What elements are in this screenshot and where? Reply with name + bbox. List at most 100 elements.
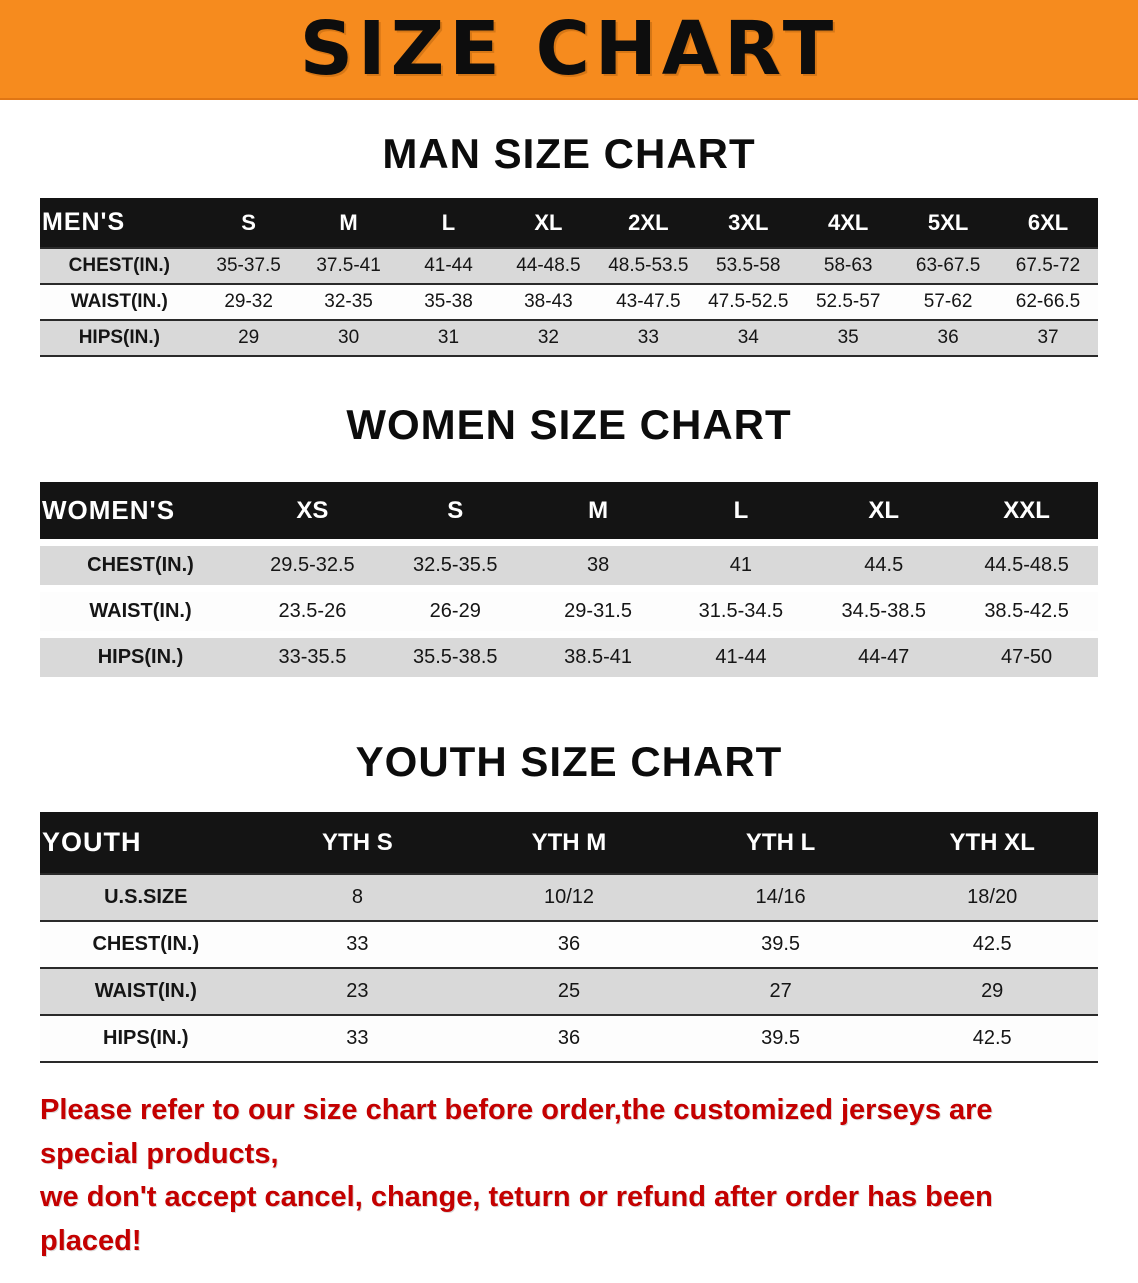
cell-value: 32.5-35.5 [413,554,498,576]
column-header: L [398,198,499,248]
cell-value: 30 [298,320,399,357]
row-label: CHEST(IN.) [40,247,199,285]
column-header: XXL [955,482,1098,539]
cell-value: 37 [998,320,1098,357]
column-header: YTH XL [886,812,1098,874]
table-row: WAIST(IN.) 23.5-26 26-29 29-31.5 31.5-34.5 34… [40,592,1098,631]
cell-value: 35 [798,320,899,357]
column-header: XL [812,482,956,539]
cell-value: 18/20 [886,873,1098,922]
cell-value: 63-67.5 [898,247,999,285]
column-header: YTH L [674,812,887,874]
size-table: MEN'S S M L XL 2XL 3XL 4XL 5XL 6XL CHEST(IN.) 35-37… [40,198,1098,357]
cell-value: 36 [463,921,675,969]
cell-value: 32-35 [298,284,399,321]
cell-value: 31 [398,320,499,357]
cell-value: 41-44 [398,247,499,285]
table-row: WAIST(IN.) 23 25 27 29 [40,968,1098,1016]
column-header: YTH M [463,812,675,874]
disclaimer-line-1: Please refer to our size chart before or… [40,1094,993,1170]
cell-value: 36 [463,1015,675,1063]
cell-value: 48.5-53.5 [598,247,699,285]
cell-value: 31.5-34.5 [698,600,784,622]
size-chart-section: YOUTH SIZE CHART YOUTH YTH S YTH M YTH L YTH … [0,738,1138,1063]
cell-value: 35-37.5 [198,247,299,285]
cell-value: 33 [598,320,699,357]
cell-value: 25 [463,968,675,1016]
size-table: WOMEN'S XS S M L XL XXL CHEST(IN.) 29.5-32.5 32.5… [40,475,1098,684]
cell-value: 43-47.5 [598,284,699,321]
table-row: CHEST(IN.) 35-37.5 37.5-41 41-44 44-48.5 48.5… [40,247,1098,285]
table-row: WAIST(IN.) 29-32 32-35 35-38 38-43 43-47.5 47.… [40,284,1098,321]
table-row: CHEST(IN.) 29.5-32.5 32.5-35.5 38 41 44.5 44.5… [40,546,1098,585]
cell-value: 23.5-26 [278,600,347,622]
table-corner-label: MEN'S [40,198,199,248]
cell-value: 23 [251,968,464,1016]
cell-value: 29 [886,968,1098,1016]
section-heading: MAN SIZE CHART [382,130,756,177]
row-label: U.S.SIZE [40,873,252,922]
cell-value: 42.5 [886,921,1098,969]
column-header: S [383,482,527,539]
cell-value: 38-43 [498,284,599,321]
table-header-row: WOMEN'S XS S M L XL XXL [40,482,1098,539]
section-heading: WOMEN SIZE CHART [346,401,792,448]
cell-value: 33-35.5 [278,646,347,668]
cell-value: 36 [898,320,999,357]
cell-value: 44.5-48.5 [984,554,1069,576]
row-label: CHEST(IN.) [87,554,194,576]
row-label: CHEST(IN.) [40,921,252,969]
cell-value: 32 [498,320,599,357]
column-header: M [526,482,670,539]
cell-value: 47.5-52.5 [698,284,799,321]
page-title: SIZE CHART [299,6,839,92]
table-row: HIPS(IN.) 29 30 31 32 33 34 35 36 37 [40,320,1098,357]
cell-value: 29-32 [198,284,299,321]
cell-value: 62-66.5 [998,284,1098,321]
size-table: YOUTH YTH S YTH M YTH L YTH XL U.S.SIZE 8 10/12… [40,812,1098,1063]
banner: SIZE CHART [0,0,1138,100]
cell-value: 53.5-58 [698,247,799,285]
disclaimer: Please refer to our size chart before or… [40,1089,1098,1263]
column-header: 6XL [998,198,1098,248]
size-chart-section: MAN SIZE CHART MEN'S S M L XL 2XL 3XL 4XL 5XL 6XL C… [0,130,1138,357]
column-header: S [198,198,299,248]
table-corner-label: YOUTH [40,812,252,874]
table-row: U.S.SIZE 8 10/12 14/16 18/20 [40,873,1098,922]
cell-value: 44.5 [864,554,904,576]
cell-value: 41-44 [715,646,767,668]
disclaimer-line-2: we don't accept cancel, change, teturn o… [40,1181,993,1257]
row-label: WAIST(IN.) [40,284,199,321]
table-header-row: YOUTH YTH S YTH M YTH L YTH XL [40,812,1098,874]
cell-value: 35.5-38.5 [413,646,498,668]
cell-value: 33 [251,1015,464,1063]
cell-value: 33 [251,921,464,969]
cell-value: 37.5-41 [298,247,399,285]
cell-value: 42.5 [886,1015,1098,1063]
table-row: HIPS(IN.) 33 36 39.5 42.5 [40,1015,1098,1063]
table-corner-label: WOMEN'S [40,482,242,539]
cell-value: 44-47 [858,646,910,668]
column-header: 4XL [798,198,899,248]
table-row: CHEST(IN.) 33 36 39.5 42.5 [40,921,1098,969]
cell-value: 39.5 [674,921,887,969]
row-label: HIPS(IN.) [40,1015,252,1063]
cell-value: 35-38 [398,284,499,321]
size-chart-sections: MAN SIZE CHART MEN'S S M L XL 2XL 3XL 4XL 5XL 6XL C… [0,130,1138,1063]
column-header: YTH S [251,812,464,874]
row-label: WAIST(IN.) [40,968,252,1016]
cell-value: 26-29 [429,600,481,622]
cell-value: 34.5-38.5 [841,600,926,622]
cell-value: 39.5 [674,1015,887,1063]
cell-value: 34 [698,320,799,357]
cell-value: 57-62 [898,284,999,321]
cell-value: 44-48.5 [498,247,599,285]
cell-value: 52.5-57 [798,284,899,321]
cell-value: 41 [729,554,753,576]
cell-value: 58-63 [798,247,899,285]
cell-value: 8 [251,873,464,922]
section-heading: YOUTH SIZE CHART [355,738,783,785]
cell-value: 38 [586,554,610,576]
cell-value: 10/12 [463,873,675,922]
